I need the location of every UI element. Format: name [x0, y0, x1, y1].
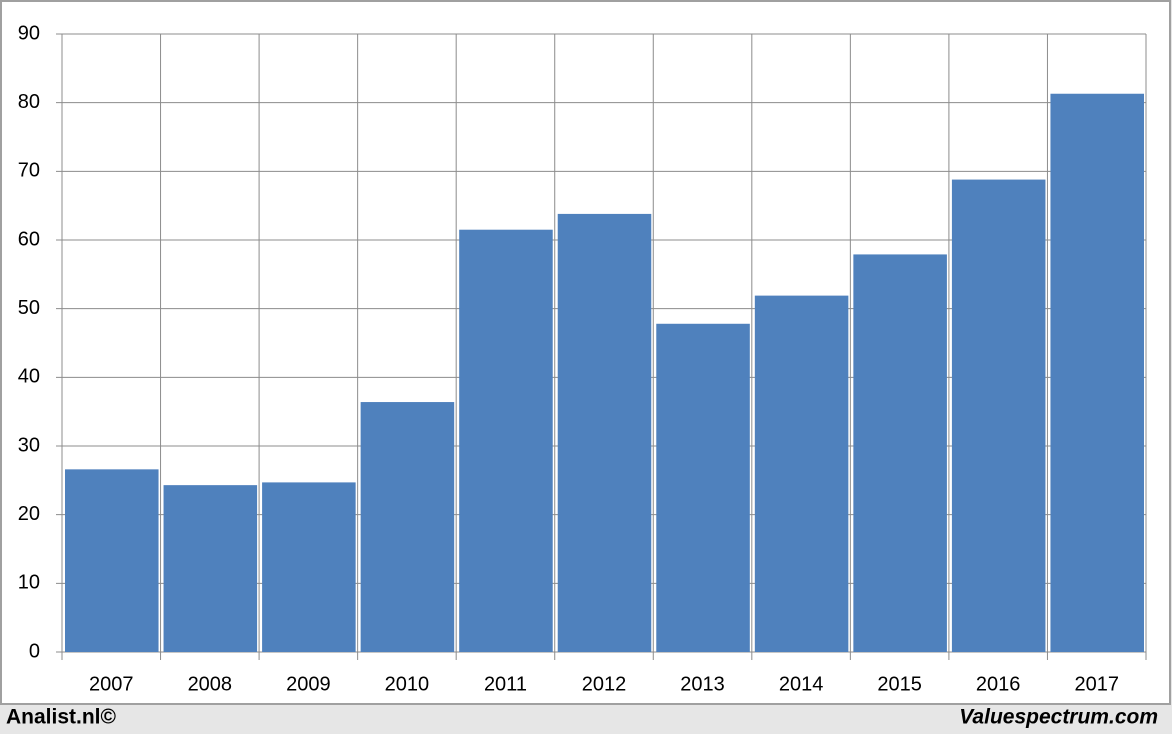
bar: [163, 485, 258, 652]
x-tick-label: 2013: [680, 673, 725, 695]
x-tick-label: 2011: [484, 673, 527, 695]
y-tick-label: 30: [18, 434, 40, 456]
y-tick-label: 60: [18, 228, 40, 250]
bar: [656, 323, 750, 652]
bar: [951, 179, 1046, 652]
y-tick-label: 40: [18, 366, 40, 388]
x-tick-label: 2012: [582, 673, 627, 695]
x-tick-label: 2009: [286, 673, 331, 695]
y-tick-label: 20: [18, 503, 40, 525]
x-tick-label: 2008: [188, 673, 233, 695]
bar: [754, 295, 849, 652]
x-tick-label: 2017: [1074, 673, 1119, 695]
footer-right: Valuespectrum.com: [959, 706, 1158, 729]
x-tick-label: 2014: [779, 673, 824, 695]
y-tick-label: 0: [29, 640, 40, 662]
x-tick-label: 2010: [385, 673, 430, 695]
bar: [360, 402, 455, 652]
bar: [1050, 93, 1144, 653]
bar: [853, 254, 947, 653]
bar: [459, 229, 553, 652]
y-tick-label: 90: [18, 22, 40, 44]
footer-left: Analist.nl©: [6, 706, 117, 729]
y-tick-label: 80: [18, 91, 40, 113]
y-tick-label: 10: [18, 572, 40, 594]
y-tick-label: 70: [18, 160, 40, 182]
x-tick-label: 2015: [877, 673, 922, 695]
bar: [557, 213, 652, 652]
bar: [65, 469, 159, 652]
y-tick-label: 50: [18, 297, 40, 319]
x-tick-label: 2016: [976, 673, 1021, 695]
x-tick-label: 2007: [89, 673, 134, 695]
bar: [262, 482, 356, 652]
